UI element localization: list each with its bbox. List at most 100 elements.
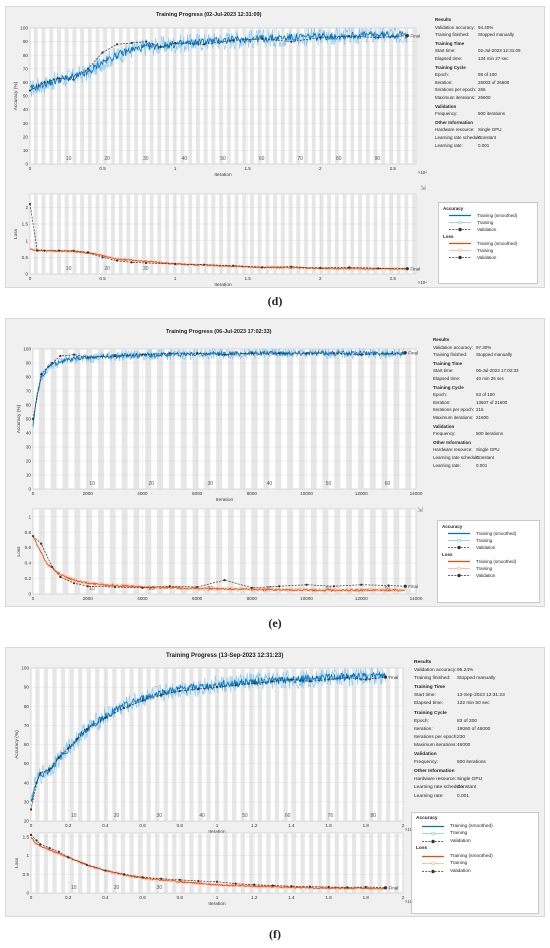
validation-point	[57, 756, 61, 759]
x-tick-label: 0.5	[99, 276, 106, 281]
x-tick-label: 1.6	[325, 823, 332, 828]
validation-point	[85, 728, 88, 731]
validation-point	[290, 40, 293, 43]
epoch-band	[118, 194, 123, 274]
epoch-label: 90	[375, 156, 381, 162]
epoch-band	[405, 509, 412, 594]
info-row-iteration: Iteration: 26003 of 26600	[435, 79, 521, 87]
validation-point	[305, 352, 308, 355]
epoch-band	[98, 509, 104, 594]
validation-point	[278, 352, 281, 355]
epoch-band	[35, 833, 40, 893]
training-progress-panel-d: Training Progress (02-Jul-2023 12:31:09)…	[5, 6, 545, 288]
epoch-band	[394, 833, 399, 893]
legend-swatch	[449, 248, 471, 253]
panel-title: Training Progress (02-Jul-2023 12:31:09)	[156, 12, 262, 18]
epoch-label: 40	[267, 481, 273, 487]
epoch-band	[296, 194, 301, 274]
validation-point	[130, 261, 133, 264]
legend-item-loss-training: Training	[443, 247, 533, 254]
caption-e: (e)	[268, 616, 282, 630]
x-tick-label: 14000	[410, 491, 423, 496]
validation-point	[43, 249, 46, 252]
epoch-band	[287, 509, 294, 594]
y-axis-label: Loss	[16, 546, 22, 557]
validation-point	[271, 680, 274, 683]
validation-point	[72, 249, 75, 252]
export-icon[interactable]: ⇲	[420, 185, 426, 192]
epoch-band	[369, 509, 376, 594]
info-row-iterations-per-epoch: Iterations per epoch: 216	[433, 406, 519, 414]
epoch-band	[386, 833, 391, 893]
y-tick-label: 0.6	[25, 545, 32, 550]
epoch-band	[319, 194, 324, 274]
training-info-f: Results Validation accuracy: 95.24% Trainin…	[414, 658, 505, 801]
epoch-band	[137, 833, 143, 893]
epoch-band	[180, 509, 187, 594]
legend-label: Training (smoothed)	[477, 213, 518, 218]
info-value: Stopped manually	[476, 352, 513, 358]
epoch-band	[283, 833, 288, 893]
validation-point	[39, 772, 42, 775]
info-value: 06-Jul-2023 17:02:33	[476, 368, 519, 374]
validation-point	[232, 264, 235, 267]
info-value: Stopped manually	[457, 676, 496, 682]
info-key: Validation accuracy:	[433, 344, 473, 350]
validation-point	[290, 885, 293, 888]
epoch-band	[87, 194, 92, 274]
validation-point	[51, 565, 54, 569]
epoch-band	[273, 194, 278, 274]
info-row-maximum-iterations: Maximum iterations: 26600	[435, 94, 521, 102]
legend-item-loss-smoothed: Training (smoothed)	[416, 853, 534, 861]
legend-heading-accuracy: Accuracy	[443, 206, 464, 211]
x-tick-label: 1	[216, 895, 219, 900]
info-key: Elapsed time:	[414, 701, 444, 707]
y-tick-label: 60	[24, 742, 30, 747]
y-tick-label: 10	[23, 148, 29, 153]
validation-point	[327, 885, 330, 889]
info-value: 63 of 100	[476, 392, 495, 398]
info-key: Epoch:	[414, 718, 429, 724]
x-exponent-label: ×10⁴	[418, 280, 427, 285]
validation-point	[122, 707, 126, 710]
legend-item-loss-validation: Validation	[443, 254, 533, 261]
validation-point	[215, 880, 219, 883]
info-row-frequency: Frequency: 500 iterations	[414, 759, 505, 767]
legend-label: Training	[450, 861, 468, 866]
epoch-band	[57, 194, 61, 274]
x-tick-label: 0	[29, 276, 32, 281]
info-key: Iterations per epoch:	[433, 407, 475, 413]
x-axis-label: Iteration	[216, 497, 234, 503]
info-key: Learning rate schedule:	[435, 134, 483, 140]
epoch-label: 40	[182, 156, 188, 162]
y-tick-label: 100	[21, 666, 29, 671]
epoch-band	[112, 833, 117, 893]
y-tick-label: 100	[20, 26, 28, 31]
info-value: 134 min 27 sec	[478, 55, 509, 61]
epoch-band	[360, 833, 365, 893]
epoch-band	[381, 194, 386, 274]
legend-item-accuracy-validation: Validation	[416, 838, 534, 846]
x-exponent-label: ×10⁴	[405, 827, 414, 832]
validation-point	[364, 885, 367, 889]
validation-point	[197, 687, 200, 691]
epoch-label: 50	[220, 156, 226, 162]
x-tick-label: 2.5	[390, 166, 397, 171]
epoch-band	[216, 509, 223, 594]
validation-line	[32, 352, 406, 420]
validation-point	[28, 89, 32, 92]
training-smoothed-line	[32, 535, 406, 592]
legend-item-accuracy-smoothed: Training (smoothed)	[416, 823, 534, 831]
epoch-band	[223, 833, 228, 893]
export-icon[interactable]: ⇲	[417, 507, 423, 514]
epoch-band	[263, 509, 270, 594]
legend-swatch	[422, 825, 444, 827]
legend-swatch	[449, 255, 471, 260]
info-section-other-information: Other Information	[433, 439, 471, 445]
chart-accuracy: 10 20 30 40 50 60 70 80Final2030405060708090100…	[14, 666, 414, 835]
validation-point	[387, 584, 390, 587]
info-key: Frequency:	[414, 760, 438, 766]
info-section-other-information: Other Information	[435, 119, 473, 125]
epoch-label: 30	[157, 813, 163, 819]
